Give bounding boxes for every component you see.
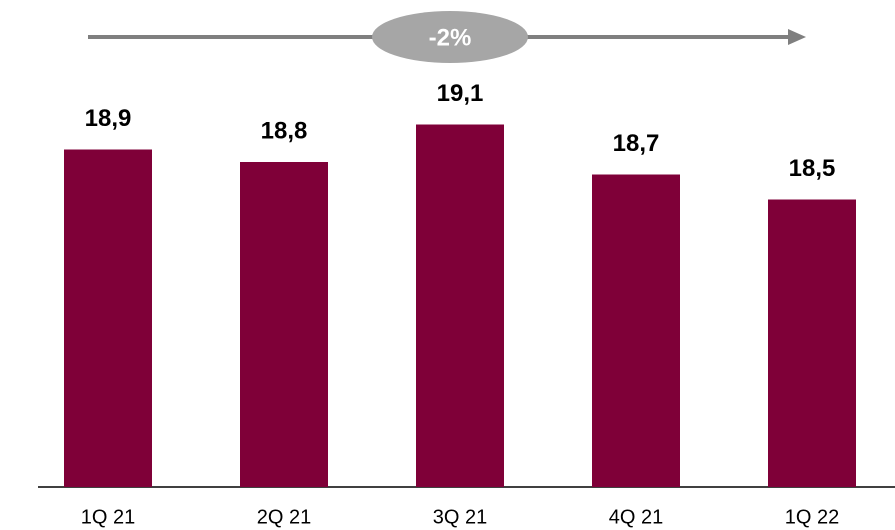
- x-tick-label: 1Q 21: [81, 506, 135, 528]
- value-label: 18,5: [789, 155, 836, 182]
- arrow-head: [788, 29, 806, 45]
- x-tick-label: 1Q 22: [785, 506, 839, 528]
- annotation-badge: [372, 11, 528, 63]
- x-tick-label: 3Q 21: [433, 506, 487, 528]
- bar: [64, 149, 152, 487]
- bar: [240, 162, 328, 487]
- bar: [416, 124, 504, 487]
- bar: [768, 199, 856, 487]
- annotation: -2%: [429, 24, 472, 51]
- x-tick-label: 4Q 21: [609, 506, 663, 528]
- value-label: 19,1: [437, 80, 484, 107]
- value-label: 18,9: [85, 105, 132, 132]
- value-label: 18,8: [261, 117, 308, 144]
- x-tick-label: 2Q 21: [257, 506, 311, 528]
- bar: [592, 174, 680, 487]
- value-label: 18,7: [613, 130, 660, 157]
